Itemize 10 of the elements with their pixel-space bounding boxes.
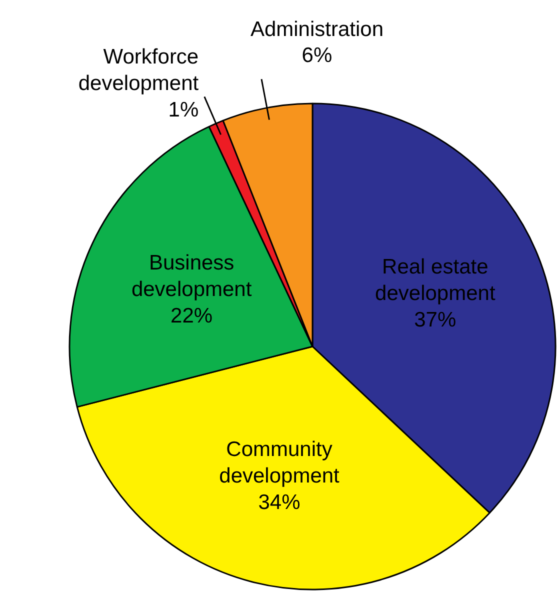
slice-label: Real estate development [375, 255, 496, 305]
slice-label: Business development [131, 252, 252, 302]
slice-label: Community development [219, 438, 340, 488]
slice-label: Administration [250, 18, 384, 41]
data-label: 1% [168, 98, 199, 122]
data-label: 22% [170, 304, 213, 328]
data-label: 6% [302, 44, 332, 68]
slice-label: Workforce development [78, 45, 199, 95]
data-label: 34% [258, 490, 300, 514]
data-label: 37% [414, 308, 456, 332]
